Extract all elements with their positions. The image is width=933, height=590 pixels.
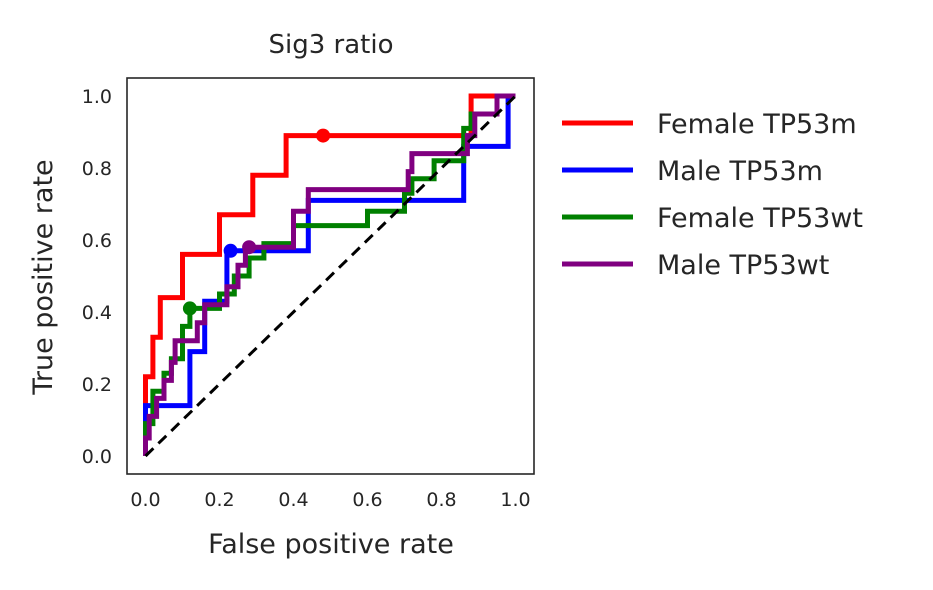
y-tick-label: 1.0 [82,86,112,108]
marker-male-tp53m [223,243,238,258]
legend-label: Male TP53wt [657,250,829,281]
y-tick-label: 0.6 [82,230,112,252]
legend-label: Male TP53m [657,156,823,187]
x-tick-label: 0.6 [352,489,382,511]
x-tick-label: 0.8 [426,489,456,511]
marker-female-tp53wt [182,301,197,316]
plot-area [143,93,517,458]
x-axis-ticks: 0.0 0.2 0.4 0.6 0.8 1.0 [130,489,530,511]
y-tick-label: 0.4 [82,302,112,324]
legend-label: Female TP53m [657,109,857,140]
x-tick-label: 1.0 [500,489,530,511]
y-axis-ticks: 0.0 0.2 0.4 0.6 0.8 1.0 [82,86,112,468]
legend-label: Female TP53wt [657,203,863,234]
legend: Female TP53m Male TP53m Female TP53wt Male … [562,109,863,281]
series-line-female-tp53m [143,93,516,456]
chance-diagonal-line [144,94,517,458]
y-tick-label: 0.2 [82,374,112,396]
x-axis-label: False positive rate [208,529,454,560]
x-tick-label: 0.0 [130,489,160,511]
plot-frame [126,77,535,475]
y-tick-label: 0.8 [82,158,112,180]
chart-title: Sig3 ratio [269,30,394,60]
series-line-male-tp53wt [143,93,516,456]
y-tick-label: 0.0 [82,446,112,468]
marker-male-tp53wt [242,240,257,255]
x-tick-label: 0.2 [204,489,234,511]
series-line-male-tp53m [143,93,516,456]
marker-female-tp53m [316,128,331,143]
x-tick-label: 0.4 [278,489,308,511]
y-axis-label: True positive rate [28,159,59,395]
